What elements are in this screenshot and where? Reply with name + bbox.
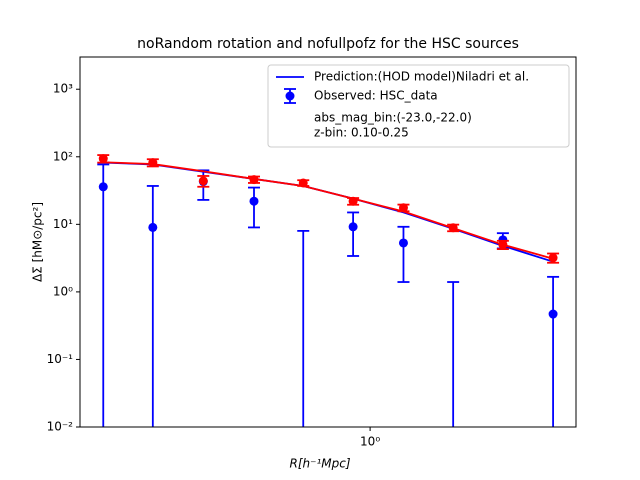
chart-title: noRandom rotation and nofullpofz for the… bbox=[137, 36, 519, 52]
y-tick-label: 10² bbox=[53, 149, 73, 163]
data-point bbox=[298, 178, 308, 188]
annotation: z-bin: 0.10-0.25 bbox=[314, 126, 409, 140]
series-line bbox=[103, 161, 554, 263]
data-point bbox=[348, 196, 358, 206]
legend-label: Observed: HSC_data bbox=[314, 89, 438, 103]
data-point bbox=[148, 222, 158, 232]
data-point bbox=[548, 309, 558, 319]
annotation: abs_mag_bin:(-23.0,-22.0) bbox=[314, 111, 472, 125]
data-point bbox=[498, 240, 508, 250]
data-point bbox=[249, 196, 259, 206]
y-tick-label: 10⁻¹ bbox=[47, 352, 74, 366]
legend-label: Prediction:(HOD model)Niladri et al. bbox=[314, 70, 529, 84]
data-point bbox=[249, 175, 259, 185]
data-point bbox=[548, 253, 558, 263]
y-tick-label: 10¹ bbox=[53, 217, 73, 231]
y-tick-label: 10³ bbox=[53, 82, 73, 96]
data-point bbox=[398, 238, 408, 248]
data-point bbox=[148, 158, 158, 168]
plot-frame bbox=[79, 56, 577, 428]
y-tick-label: 10⁰ bbox=[53, 284, 73, 298]
x-tick-label: 10⁰ bbox=[360, 435, 380, 449]
series-line bbox=[103, 161, 554, 260]
legend-swatch bbox=[285, 91, 295, 101]
data-point bbox=[98, 182, 108, 192]
x-axis-label: R[h⁻¹Mpc] bbox=[289, 457, 350, 471]
data-point bbox=[348, 222, 358, 232]
data-point bbox=[448, 223, 458, 233]
data-point bbox=[98, 154, 108, 164]
plot-area bbox=[97, 154, 560, 427]
legend-box bbox=[267, 64, 570, 148]
y-tick-label: 10⁻² bbox=[47, 420, 74, 434]
y-axis-label: ΔΣ [hM⊙/pc²] bbox=[31, 202, 45, 282]
data-point bbox=[198, 176, 208, 186]
data-point bbox=[398, 203, 408, 213]
